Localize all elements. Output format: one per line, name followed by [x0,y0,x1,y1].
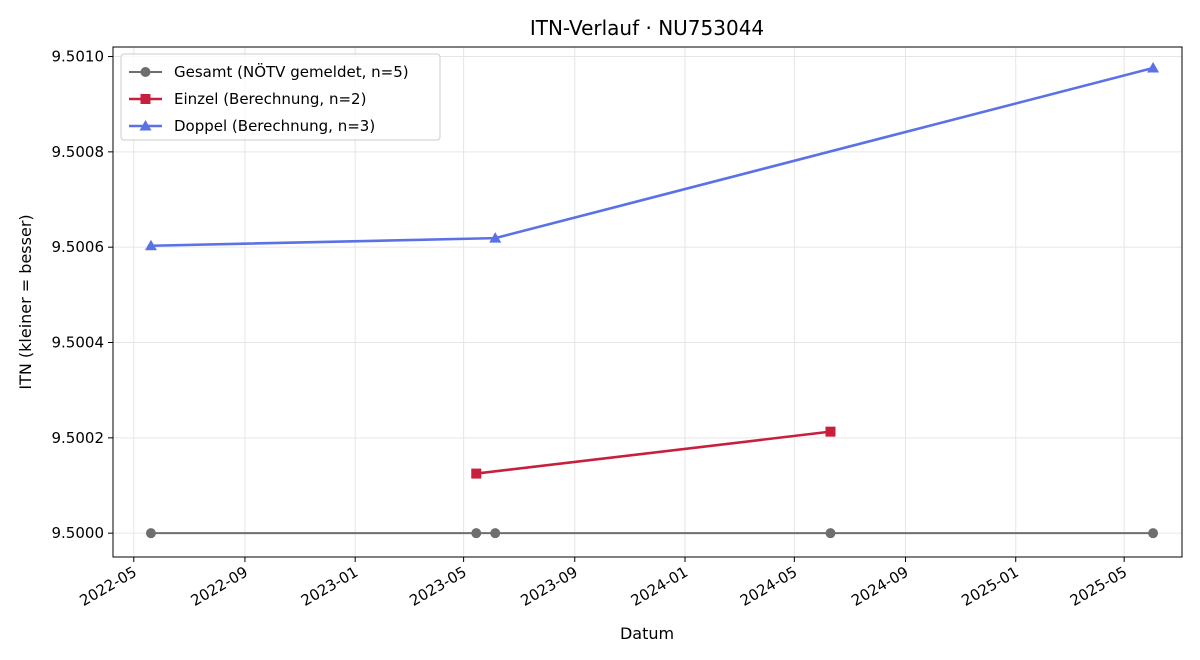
legend-label-1: Gesamt (NÖTV gemeldet, n=5) [174,62,409,81]
series-3-point [144,239,157,251]
series-3-point [1147,61,1160,73]
x-tick-label: 2025-05 [1067,563,1130,610]
series-1 [145,528,1159,539]
y-axis-label: ITN (kleiner = besser) [16,214,35,389]
x-tick-label: 2024-05 [737,563,800,610]
x-tick-label: 2022-09 [188,563,251,610]
series-3 [144,61,1160,251]
series-2-line [476,430,831,475]
series-3-point [489,232,502,243]
legend-marker-3 [139,120,152,131]
y-axis: 9.5000 9.5002 9.5004 9.5006 9.5008 9.5010 [52,48,113,542]
y-tick-label: 9.5002 [52,429,105,447]
series-2 [471,426,836,479]
y-tick-label: 9.5000 [52,524,105,542]
x-axis-label: Datum [620,624,674,643]
legend: Gesamt (NÖTV gemeldet, n=5) Einzel (Berec… [120,53,441,141]
legend-box [120,53,441,141]
x-tick-label: 2023-09 [517,563,580,610]
series-2-point [471,468,482,479]
y-tick-label: 9.5006 [52,238,105,256]
legend-marker-2 [140,94,151,104]
series-1-point [490,528,501,539]
legend-marker-1 [140,67,151,77]
chart-title: ITN-Verlauf · NU753044 [530,16,764,40]
y-tick-label: 9.5008 [52,143,105,161]
x-tick-label: 2022-05 [76,563,139,610]
series-layer [144,61,1160,539]
series-1-point [825,528,836,539]
y-tick-label: 9.5010 [52,48,105,66]
x-tick-label: 2023-05 [406,563,469,610]
x-tick-label: 2025-01 [958,563,1021,610]
plot-frame [112,46,1183,558]
legend-label-2: Einzel (Berechnung, n=2) [174,90,366,108]
series-2-point [825,426,836,437]
series-1-point [471,528,482,539]
legend-label-3: Doppel (Berechnung, n=3) [174,117,375,135]
y-tick-label: 9.5004 [52,334,105,352]
series-1-point [145,528,156,539]
x-tick-label: 2024-01 [628,563,691,610]
x-tick-label: 2024-09 [848,563,911,610]
x-tick-label: 2023-01 [298,563,361,610]
series-1-point [1148,528,1159,539]
x-axis: 2022-05 2022-09 2023-01 2023-05 2023-09 2024-… [76,557,1130,610]
